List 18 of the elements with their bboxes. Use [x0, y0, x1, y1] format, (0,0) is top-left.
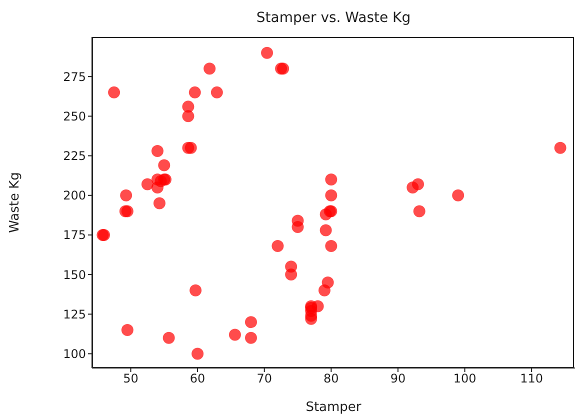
y-tick-label: 100	[63, 347, 86, 362]
y-tick-label: 225	[63, 149, 86, 164]
x-axis-title: Stamper	[306, 400, 362, 415]
y-axis-title: Waste Kg	[8, 172, 23, 233]
y-tick-label: 250	[63, 109, 86, 124]
y-tick-label: 175	[63, 228, 86, 242]
x-tick-label: 90	[390, 372, 406, 386]
x-tick-label: 110	[520, 372, 544, 386]
chart-title: Stamper vs. Waste Kg	[255, 10, 412, 26]
x-tick-label: 100	[453, 372, 476, 386]
x-tick-label: 60	[190, 372, 206, 386]
y-tick-label: 275	[63, 70, 86, 84]
y-tick-label: 150	[63, 268, 86, 282]
y-tick-label: 125	[63, 307, 86, 322]
y-tick-label: 200	[63, 188, 86, 203]
x-tick-label: 50	[123, 372, 138, 386]
x-tick-label: 70	[256, 372, 272, 386]
x-tick-label: 80	[324, 372, 339, 386]
